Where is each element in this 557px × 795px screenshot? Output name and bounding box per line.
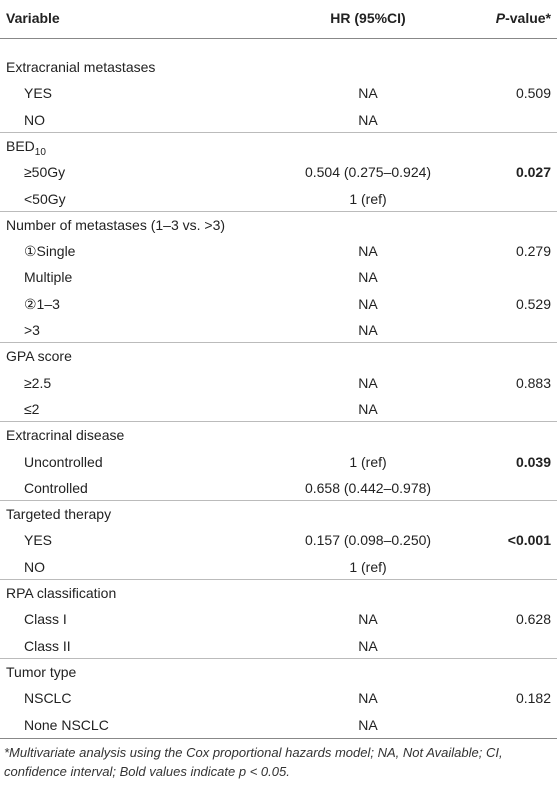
hr-value: NA: [358, 637, 378, 654]
group-rule: [0, 500, 557, 502]
group-rule: [0, 657, 557, 659]
row-label: None NSCLC: [24, 716, 109, 733]
group-text: Number of metastases (1–3 vs. >3): [6, 216, 226, 233]
row-label: >3: [24, 322, 40, 338]
hr-value: 1 (ref): [349, 558, 387, 575]
p-value: 0.509: [515, 85, 551, 102]
group-text: RPA classification: [6, 585, 117, 601]
footnote: *Multivariate analysis using the Cox pro…: [4, 745, 503, 779]
hr-value: NA: [358, 400, 378, 417]
italic-part: P: [495, 10, 506, 26]
hr-value: NA: [358, 85, 378, 102]
group-label: Tumor type: [6, 663, 76, 681]
hr-value: 0.658 (0.442–0.978): [304, 479, 432, 496]
group-text: Extracrinal disease: [6, 427, 125, 444]
hr-value: NA: [358, 295, 378, 312]
row-label: NO: [24, 558, 45, 575]
group-rule: [0, 579, 557, 580]
p-value: 0.883: [515, 374, 551, 391]
group-label: BED10: [6, 137, 46, 162]
p-value: <0.001: [507, 532, 551, 549]
p-value: 0.529: [515, 295, 551, 312]
p-value: 0.027: [515, 164, 551, 181]
hr-value: NA: [358, 111, 378, 128]
p-value: 0.279: [515, 243, 551, 260]
row-label: YES: [24, 85, 53, 102]
group-label: Number of metastases (1–3 vs. >3): [6, 216, 225, 234]
hr-value: NA: [358, 243, 378, 260]
group-rule: [0, 342, 557, 344]
row-label: Class II: [24, 637, 71, 654]
row-label: Class I: [24, 611, 67, 628]
hr-value: NA: [358, 374, 378, 391]
group-rule: [0, 210, 557, 212]
row-label: YES: [24, 532, 53, 549]
hr-value: NA: [358, 716, 378, 733]
group-label: GPA score: [6, 347, 72, 365]
p-value: 0.628: [515, 611, 551, 628]
group-rule: [0, 131, 557, 133]
group-subscript: 10: [34, 146, 46, 158]
p-value: 0.039: [515, 453, 551, 470]
column-header: P-value*: [496, 9, 551, 27]
hr-value: NA: [358, 611, 378, 628]
group-label: RPA classification: [6, 584, 116, 602]
group-rule: [0, 421, 557, 423]
row-label: <50Gy: [24, 190, 66, 207]
group-text: Extracranial metastases: [6, 59, 156, 75]
row-label: ≥50Gy: [24, 164, 66, 181]
row-label: NO: [24, 111, 45, 128]
hr-value: NA: [358, 322, 378, 338]
group-text: Targeted therapy: [6, 506, 112, 523]
row-label: Uncontrolled: [24, 453, 103, 470]
row-label: NSCLC: [24, 690, 72, 707]
text-part: -value*: [505, 10, 551, 26]
hr-value: 1 (ref): [349, 190, 387, 207]
hr-value: NA: [358, 690, 378, 707]
row-label: ≤2: [24, 400, 40, 417]
row-label: ①Single: [24, 243, 76, 260]
hr-value: 1 (ref): [349, 453, 387, 470]
group-label: Extracranial metastases: [6, 58, 155, 76]
group-label: Extracrinal disease: [6, 426, 124, 444]
p-value: 0.182: [515, 690, 551, 707]
group-text: GPA score: [6, 348, 72, 365]
row-label: Multiple: [24, 269, 73, 286]
row-label: ②1–3: [24, 295, 60, 312]
column-header: HR (95%CI): [330, 10, 406, 26]
hr-value: 0.157 (0.098–0.250): [304, 532, 432, 549]
group-text: Tumor type: [6, 663, 77, 680]
header-rule: [0, 38, 557, 39]
hr-value: NA: [358, 269, 378, 286]
row-label: ≥2.5: [24, 374, 52, 391]
bottom-rule: [0, 737, 557, 739]
column-header: Variable: [6, 10, 60, 26]
group-label: Targeted therapy: [6, 505, 111, 523]
group-text: BED: [6, 137, 35, 154]
hr-value: 0.504 (0.275–0.924): [304, 164, 432, 181]
row-label: Controlled: [24, 479, 88, 496]
